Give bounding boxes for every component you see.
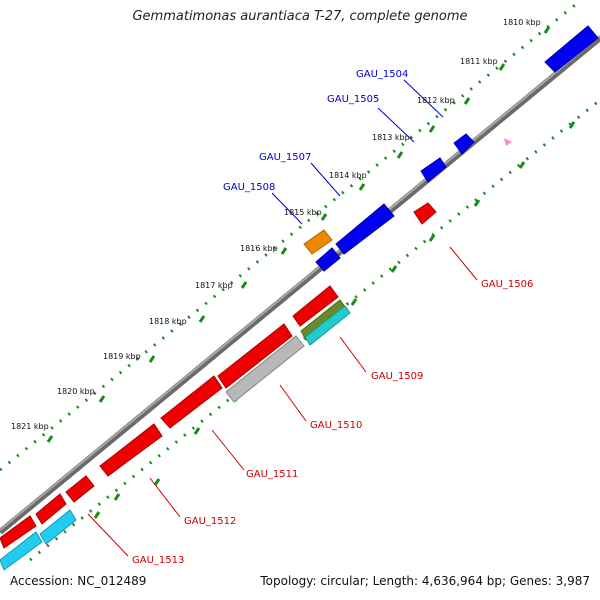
genome-summary-text: Topology: circular; Length: 4,636,964 bp… bbox=[260, 574, 590, 588]
gene-label-GAU_1513[interactable]: GAU_1513 bbox=[132, 555, 184, 566]
reverse-genes bbox=[0, 138, 512, 571]
gene-cyan-edge[interactable] bbox=[0, 531, 43, 571]
gene-marker-pink bbox=[504, 138, 512, 146]
genome-backbone bbox=[0, 35, 600, 535]
gene-label-GAU_1507[interactable]: GAU_1507 bbox=[259, 152, 311, 163]
kbp-label: 1817 kbp bbox=[195, 281, 233, 290]
kbp-label: 1810 kbp bbox=[503, 18, 541, 27]
gene-red-edge[interactable] bbox=[0, 515, 37, 549]
kbp-label: 1813 kbp bbox=[372, 133, 410, 142]
gene-GAU_1504[interactable] bbox=[544, 25, 599, 73]
outer-tick-track bbox=[0, 3, 576, 472]
gene-GAU_1509-red[interactable] bbox=[292, 285, 339, 327]
gene-GAU_1507[interactable] bbox=[335, 203, 395, 255]
gene-GAU_1511[interactable] bbox=[160, 375, 223, 429]
gene-label-GAU_1508[interactable]: GAU_1508 bbox=[223, 182, 275, 193]
kbp-label: 1816 kbp bbox=[240, 244, 278, 253]
outer-major-ticks bbox=[46, 26, 551, 443]
gene-GAU_1512[interactable] bbox=[99, 423, 163, 477]
kbp-label: 1819 kbp bbox=[103, 352, 141, 361]
gene-labels: GAU_1504 GAU_1505 GAU_1507 GAU_1508 GAU_… bbox=[132, 69, 533, 566]
kbp-label: 1815 kbp bbox=[284, 208, 322, 217]
gene-label-GAU_1509[interactable]: GAU_1509 bbox=[371, 371, 423, 382]
gene-label-GAU_1506[interactable]: GAU_1506 bbox=[481, 279, 533, 290]
gene-GAU_1510[interactable] bbox=[225, 335, 305, 403]
accession-text: Accession: NC_012489 bbox=[10, 574, 147, 588]
kbp-label: 1812 kbp bbox=[417, 96, 455, 105]
kbp-label: 1814 kbp bbox=[329, 171, 367, 180]
gene-label-GAU_1511[interactable]: GAU_1511 bbox=[246, 469, 298, 480]
gene-label-GAU_1512[interactable]: GAU_1512 bbox=[184, 516, 236, 527]
kbp-label: 1818 kbp bbox=[149, 317, 187, 326]
gene-label-GAU_1505[interactable]: GAU_1505 bbox=[327, 94, 379, 105]
gene-GAU_1508-blue[interactable] bbox=[315, 247, 341, 272]
kbp-label: 1820 kbp bbox=[57, 387, 95, 396]
kbp-label: 1811 kbp bbox=[460, 57, 498, 66]
gene-GAU_1508[interactable] bbox=[303, 229, 333, 255]
forward-genes bbox=[303, 25, 599, 272]
kbp-label: 1821 kbp bbox=[11, 422, 49, 431]
gene-GAU_1507-small[interactable] bbox=[420, 157, 447, 183]
kbp-labels: 1810 kbp 1811 kbp 1812 kbp 1813 kbp 1814… bbox=[11, 18, 541, 431]
gene-label-GAU_1510[interactable]: GAU_1510 bbox=[310, 420, 362, 431]
inner-major-ticks bbox=[93, 121, 576, 519]
label-leaders bbox=[87, 79, 478, 557]
gene-GAU_1513-red[interactable] bbox=[65, 475, 95, 503]
gene-GAU_1510-red[interactable] bbox=[217, 323, 293, 389]
gene-GAU_1506[interactable] bbox=[413, 202, 437, 225]
genome-backbone-highlight bbox=[0, 35, 600, 531]
gene-label-GAU_1504[interactable]: GAU_1504 bbox=[356, 69, 408, 80]
gene-GAU_1509[interactable] bbox=[304, 305, 351, 346]
gene-GAU_1505[interactable] bbox=[453, 133, 475, 155]
map-title: Gemmatimonas aurantiaca T-27, complete g… bbox=[132, 9, 468, 24]
gene-GAU_1513[interactable] bbox=[39, 509, 77, 545]
inner-tick-track bbox=[29, 98, 600, 562]
gene-red-left[interactable] bbox=[35, 493, 67, 525]
